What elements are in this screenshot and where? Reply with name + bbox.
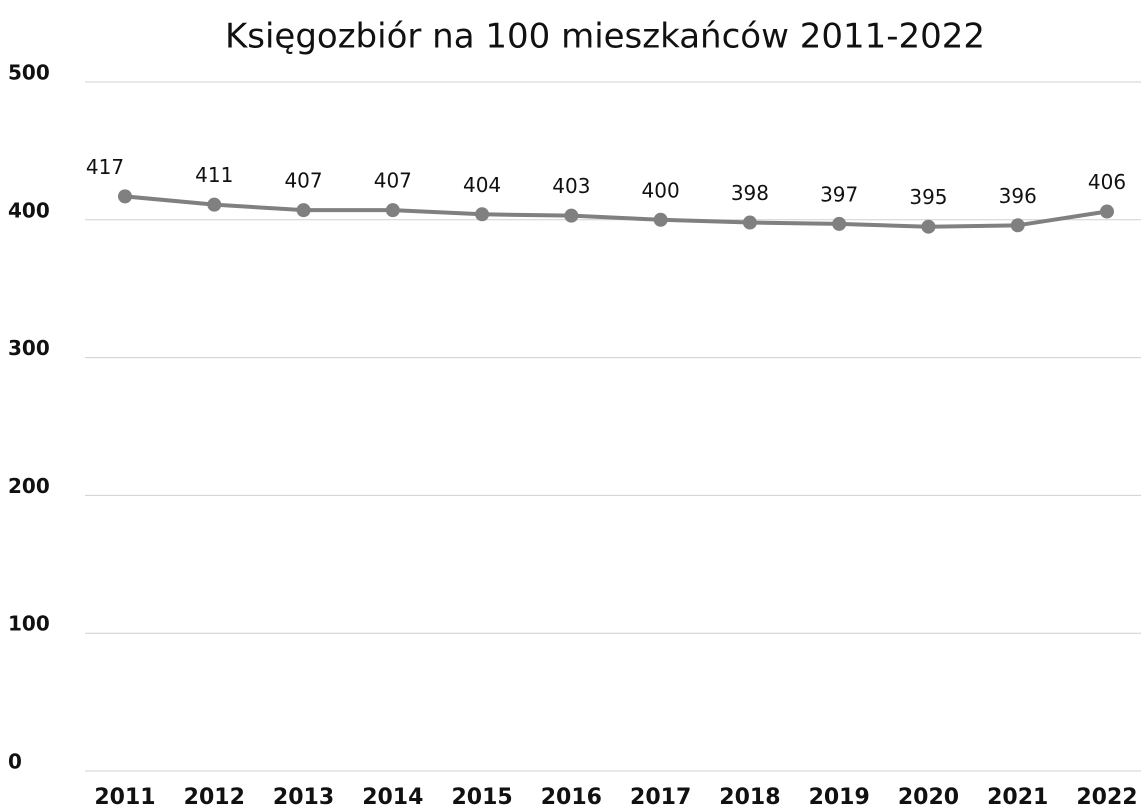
data-label: 397 <box>820 182 858 206</box>
x-tick-label: 2021 <box>987 785 1048 810</box>
marker <box>742 215 757 230</box>
y-tick-label: 400 <box>8 198 50 222</box>
data-label: 417 <box>86 155 124 179</box>
marker <box>1010 218 1025 233</box>
x-tick-label: 2017 <box>630 785 691 810</box>
marker <box>207 197 222 212</box>
x-tick-label: 2022 <box>1076 785 1137 810</box>
marker <box>921 219 936 234</box>
marker <box>118 189 132 204</box>
y-tick-label: 300 <box>8 336 50 360</box>
marker <box>564 208 579 223</box>
data-label: 403 <box>552 174 590 198</box>
x-tick-label: 2015 <box>451 785 512 810</box>
y-tick-label: 500 <box>8 61 50 85</box>
line <box>124 194 1108 229</box>
marker <box>385 203 400 218</box>
data-label: 398 <box>731 181 769 205</box>
x-tick-label: 2018 <box>719 785 780 810</box>
x-tick-label: 2013 <box>273 785 334 810</box>
x-tick-label: 2014 <box>362 785 423 810</box>
chart-title: Księgozbiór na 100 mieszkańców 2011-2022 <box>225 17 985 57</box>
x-tick-label: 2020 <box>898 785 959 810</box>
x-tick-label: 2016 <box>541 785 602 810</box>
data-label: 395 <box>909 185 947 209</box>
marker <box>1100 204 1114 219</box>
data-label: 406 <box>1088 170 1126 194</box>
data-label: 411 <box>195 163 233 187</box>
marker <box>653 212 668 227</box>
x-tick-label: 2011 <box>94 785 155 810</box>
y-tick-label: 100 <box>8 612 50 636</box>
y-tick-label: 0 <box>8 750 22 774</box>
marker <box>832 216 847 231</box>
marker <box>475 207 490 222</box>
data-label: 400 <box>642 178 680 202</box>
y-tick-label: 200 <box>8 474 50 498</box>
data-label: 404 <box>463 173 501 197</box>
x-tick-label: 2019 <box>809 785 870 810</box>
data-label: 407 <box>284 169 322 193</box>
data-label: 396 <box>999 184 1037 208</box>
marker <box>296 203 311 218</box>
data-label: 407 <box>374 169 412 193</box>
x-tick-label: 2012 <box>184 785 245 810</box>
